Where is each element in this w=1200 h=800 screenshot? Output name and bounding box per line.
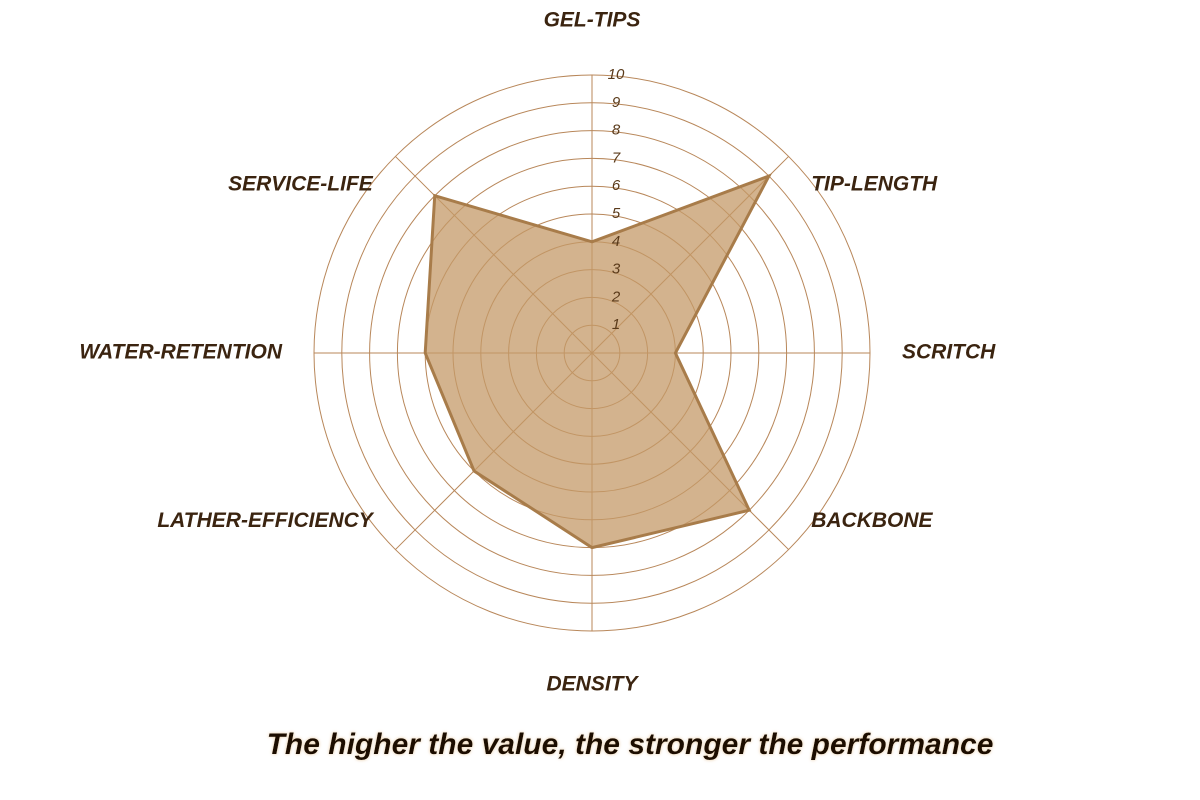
axis-label: SERVICE-LIFE bbox=[228, 172, 374, 195]
axis-label: TIP-LENGTH bbox=[811, 172, 938, 195]
tick-label: 4 bbox=[612, 233, 620, 250]
axis-label: WATER-RETENTION bbox=[79, 341, 282, 364]
axis-label: SCRITCH bbox=[902, 341, 996, 364]
axis-label: LATHER-EFFICIENCY bbox=[157, 509, 374, 532]
axis-label: GEL-TIPS bbox=[544, 9, 641, 32]
tick-label: 6 bbox=[612, 177, 621, 194]
tick-label: 2 bbox=[611, 288, 621, 305]
tick-label: 10 bbox=[608, 66, 625, 83]
tick-label: 3 bbox=[612, 261, 621, 278]
data-area bbox=[423, 173, 773, 550]
tick-label: 5 bbox=[612, 205, 621, 222]
axis-label: BACKBONE bbox=[811, 509, 933, 532]
axis-label: DENSITY bbox=[546, 673, 639, 696]
annotation: The higher the value, the stronger the p… bbox=[267, 728, 994, 761]
tick-label: 9 bbox=[612, 94, 621, 111]
tick-label: 8 bbox=[612, 122, 621, 139]
tick-label: 1 bbox=[612, 316, 620, 333]
tick-label: 7 bbox=[612, 149, 621, 166]
